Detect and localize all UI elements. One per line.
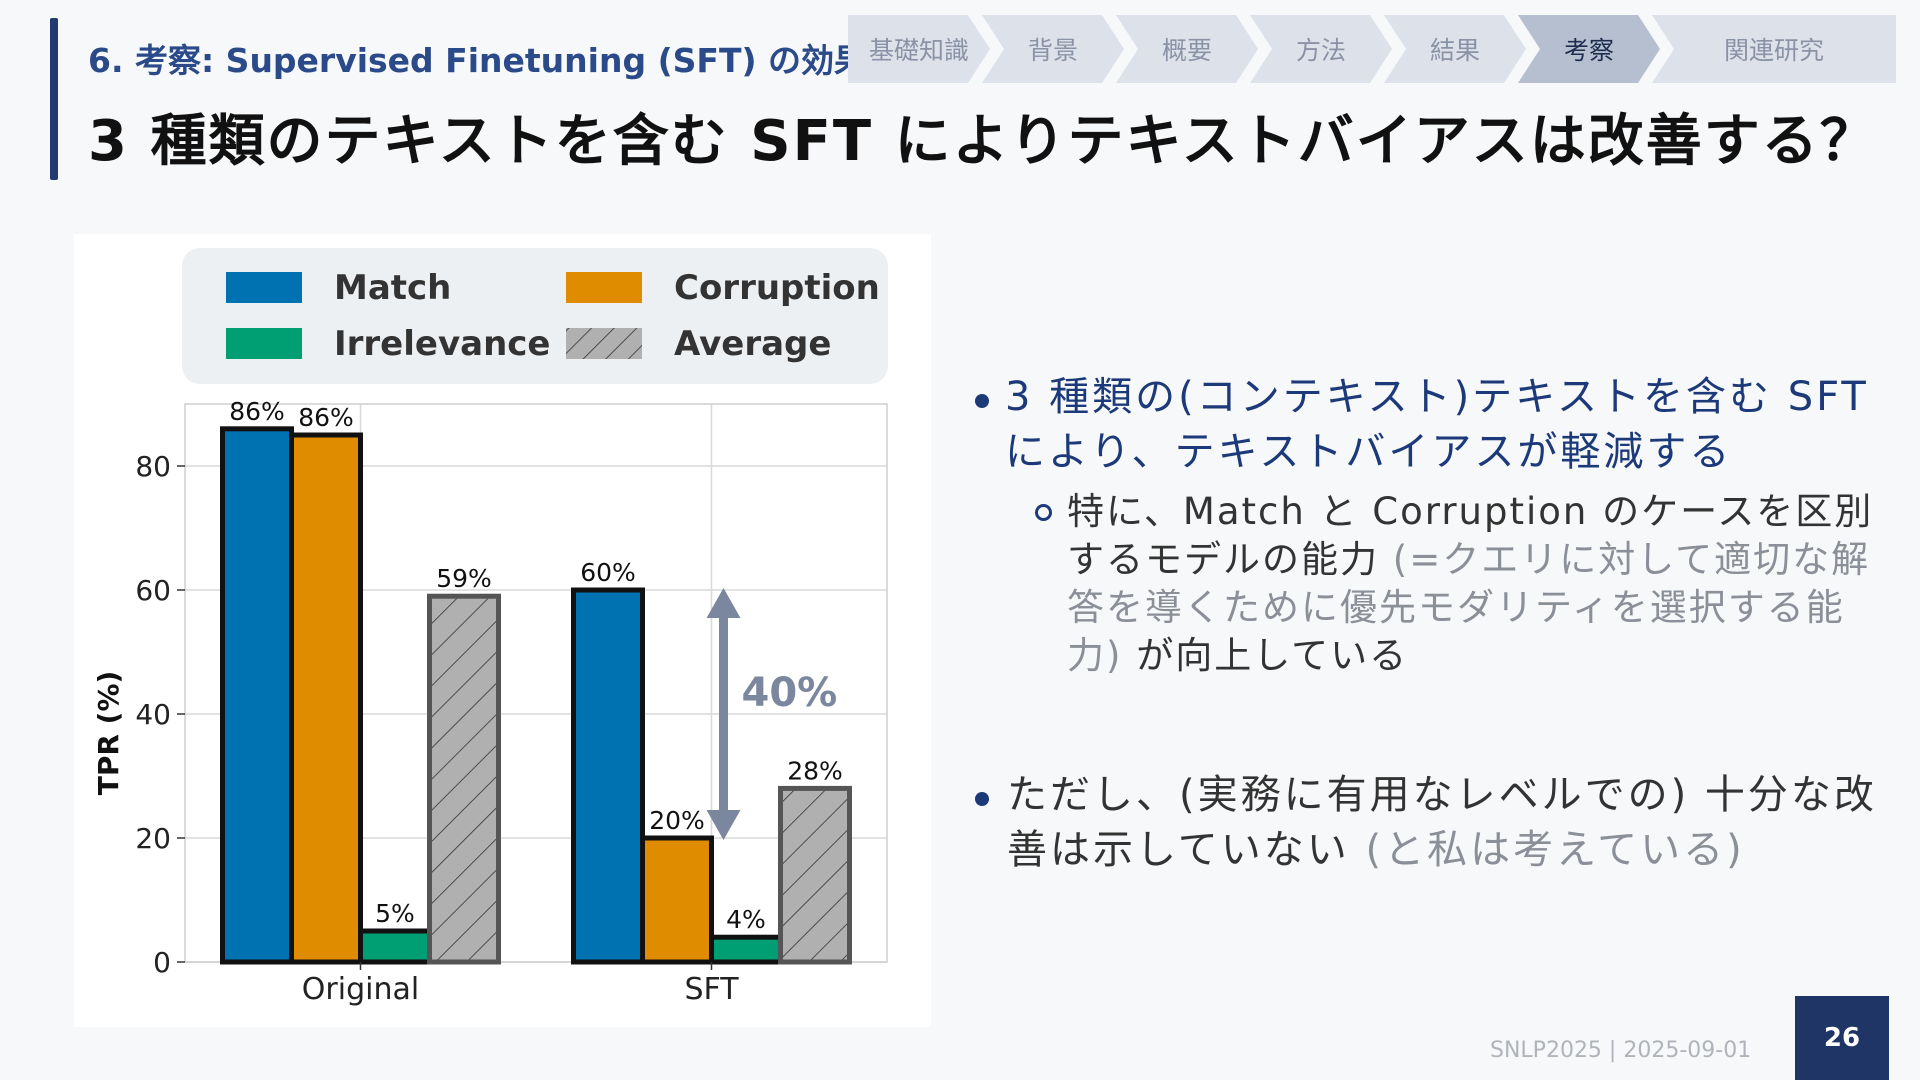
- sub-text-main: 特に、Match と Corruption のケースを区別するモデルの能力: [1067, 490, 1874, 581]
- bar-match-original: [220, 426, 294, 965]
- bullet-2-muted: (と私は考えている): [1349, 827, 1745, 873]
- data-label: 59%: [436, 564, 492, 593]
- title-accent-bar: [50, 18, 58, 180]
- legend-swatch-irrelevance: [226, 328, 302, 359]
- nav-step-6[interactable]: 考察: [1518, 15, 1660, 83]
- sub-bullet-circle-icon: [1035, 504, 1052, 521]
- annotation-arrow-head-up: [706, 588, 741, 618]
- slide-title: 3 種類のテキストを含む SFT によりテキストバイアスは改善する？: [88, 109, 1878, 174]
- bar-irrelevance-sft: [709, 934, 783, 965]
- chart-data-labels: 86% 86% 5% 59% 60% 20% 4% 28%: [229, 397, 843, 934]
- footer-text: SNLP2025 | 2025-09-01: [1490, 1038, 1752, 1063]
- nav-step-7[interactable]: 関連研究: [1652, 15, 1896, 83]
- data-label: 86%: [298, 403, 354, 432]
- y-tick-label: 60: [135, 574, 171, 607]
- bar-match-sft: [571, 587, 645, 965]
- bar-irrelevance-original: [358, 928, 432, 965]
- bar-average-sft: [778, 785, 852, 965]
- chart-annotation: 40%: [706, 588, 838, 840]
- data-label: 86%: [229, 397, 285, 426]
- bullet-1-text: 3 種類の(コンテキスト)テキストを含む SFT により、テキストバイアスが軽減…: [1005, 374, 1869, 475]
- chart-legend: Match Corruption Irrelevance Average: [182, 248, 888, 384]
- bullet-dot-icon: [975, 394, 989, 408]
- data-label: 28%: [787, 756, 843, 785]
- nav-step-5[interactable]: 結果: [1384, 15, 1526, 83]
- legend-label-corruption: Corruption: [674, 268, 880, 308]
- data-label: 4%: [726, 905, 766, 934]
- legend-label-average: Average: [674, 324, 831, 364]
- bullet-2-main: ただし、(実務に有用なレベルでの) 十分な改善は示していない: [1007, 772, 1877, 873]
- chart-axes: 0 20 40 60 80 Original SFT TPR (%): [92, 450, 739, 1007]
- section-label: 6. 考察: Supervised Finetuning (SFT) の効果: [88, 41, 868, 80]
- y-tick-label: 40: [135, 698, 171, 731]
- y-tick-label: 20: [135, 822, 171, 855]
- annotation-label: 40%: [742, 670, 838, 716]
- annotation-arrow-head-down: [706, 810, 741, 840]
- legend-label-match: Match: [334, 268, 451, 308]
- y-tick-label: 80: [135, 450, 171, 483]
- bar-corruption-original: [289, 432, 363, 965]
- bullet-dot-icon: [975, 792, 989, 806]
- legend-box: [182, 248, 888, 384]
- bar-corruption-sft: [640, 835, 714, 965]
- plot-frame: [184, 403, 888, 963]
- bullet-1-sub-text: 特に、Match と Corruption のケースを区別するモデルの能力 (=…: [1067, 488, 1897, 680]
- nav-step-1[interactable]: 基礎知識: [848, 15, 990, 83]
- legend-swatch-average: [566, 328, 642, 359]
- chart-bars: [220, 426, 852, 965]
- nav-step-4[interactable]: 方法: [1250, 15, 1392, 83]
- data-label: 5%: [375, 899, 415, 928]
- data-label: 20%: [649, 806, 705, 835]
- x-tick-label: SFT: [684, 972, 739, 1007]
- page-number: 26: [1795, 996, 1889, 1080]
- sub-text-muted: (=クエリに対して適切な解答を導くために優先モダリティを選択する能力): [1067, 538, 1871, 677]
- legend-label-irrelevance: Irrelevance: [334, 324, 550, 364]
- legend-swatch-corruption: [566, 272, 642, 303]
- nav-step-3[interactable]: 概要: [1116, 15, 1258, 83]
- progress-nav: 基礎知識 背景 概要 方法 結果 考察 関連研究: [848, 15, 1896, 83]
- legend-swatch-match: [226, 272, 302, 303]
- y-tick-label: 0: [153, 946, 171, 979]
- chart-panel: Match Corruption Irrelevance Average 86% 86%…: [74, 234, 931, 1027]
- sub-text-end: が向上している: [1136, 634, 1409, 677]
- bar-average-original: [427, 593, 501, 965]
- nav-step-2[interactable]: 背景: [982, 15, 1124, 83]
- bullet-2-text: ただし、(実務に有用なレベルでの) 十分な改善は示していない (と私は考えている…: [1007, 768, 1897, 878]
- y-axis-label: TPR (%): [92, 671, 125, 796]
- x-tick-label: Original: [302, 972, 419, 1007]
- data-label: 60%: [580, 558, 636, 587]
